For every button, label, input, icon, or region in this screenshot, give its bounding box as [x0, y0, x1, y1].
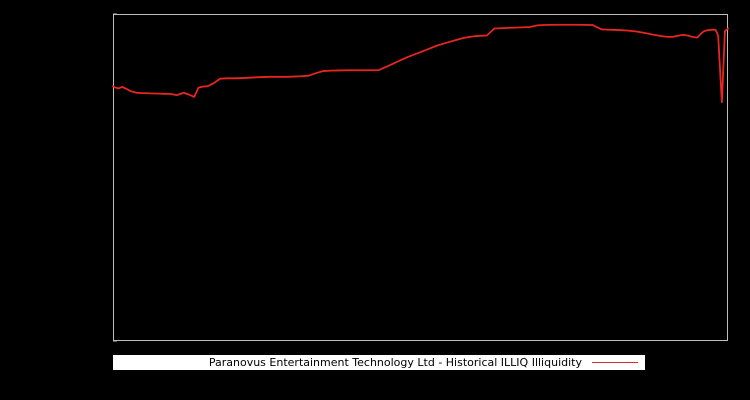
legend-line-sample-icon [592, 362, 638, 363]
legend-label: Paranovus Entertainment Technology Ltd -… [208, 356, 582, 369]
y-axis: 110010000100000010000000010000000000 [0, 0, 117, 400]
plot-area [112, 14, 729, 341]
illiq-series-line [112, 23, 729, 104]
plot-frame [113, 14, 728, 341]
legend: Paranovus Entertainment Technology Ltd -… [113, 355, 645, 370]
y-axis-tick-mark [113, 340, 117, 342]
